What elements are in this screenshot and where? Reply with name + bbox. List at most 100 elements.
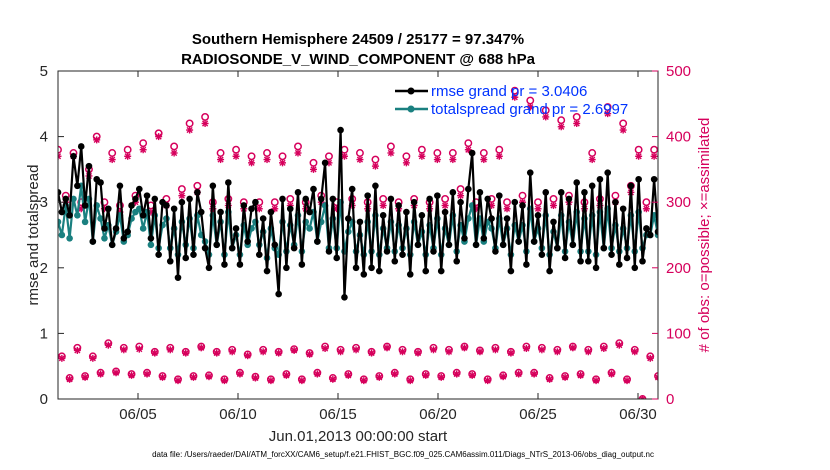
rmse-point [236, 261, 244, 268]
rmse-point [135, 185, 143, 193]
rmse-point [499, 241, 507, 249]
rmse-point [511, 198, 519, 206]
obs-possible-point [650, 145, 658, 154]
obs-assimilated-point [58, 152, 62, 160]
y-axis-left: 0 1 2 3 4 5 [40, 63, 64, 408]
obs-assimilated-point [468, 371, 476, 379]
plot-frame [57, 70, 659, 400]
rmse-point [147, 234, 155, 242]
obs-assimilated-point [604, 110, 612, 118]
rmse-point [209, 182, 217, 190]
obs-assimilated-point [73, 346, 81, 354]
x-tick-label: 06/15 [319, 406, 357, 423]
totalspread-point [81, 218, 89, 226]
rmse-point [372, 182, 379, 190]
obs-assimilated-point [159, 373, 167, 381]
rmse-point [360, 271, 368, 278]
obs-assimilated-point [170, 149, 178, 157]
rmse-point [325, 248, 333, 255]
obs-possible-point [402, 152, 411, 161]
rmse-point [468, 149, 476, 157]
x-tick-label: 06/25 [519, 406, 557, 423]
totalspread-point [306, 225, 313, 232]
rmse-point [538, 251, 546, 258]
y-tick-label: 2 [40, 260, 48, 277]
rmse-point [619, 205, 627, 213]
obs-assimilated-point [309, 165, 317, 173]
obs-assimilated-point [356, 156, 364, 164]
rmse-point [275, 290, 282, 298]
rmse-point [259, 215, 267, 222]
obs-assimilated-point [615, 341, 623, 349]
obs-assimilated-point [383, 344, 391, 352]
obs-assimilated-point [344, 371, 352, 379]
obs-possible-point [386, 142, 395, 151]
rmse-point [182, 254, 190, 262]
series-layer [58, 86, 658, 399]
rmse-point [612, 198, 619, 206]
rmse-point [492, 248, 499, 255]
obs-assimilated-point [201, 119, 209, 127]
legend-rmse-label: rmse grand pr = 3.0406 [431, 83, 587, 100]
obs-possible-point [611, 191, 620, 200]
rmse-point [581, 189, 588, 196]
obs-assimilated-point [600, 344, 608, 352]
obs-assimilated-point [557, 123, 565, 131]
obs-assimilated-point [460, 344, 468, 352]
obs-assimilated-point [174, 377, 182, 385]
rmse-point [495, 192, 503, 199]
rmse-point [89, 238, 97, 245]
x-tick-label: 06/30 [619, 406, 657, 423]
obs-assimilated-point [646, 354, 654, 362]
rmse-point [174, 274, 182, 281]
obs-assimilated-point [279, 159, 287, 167]
obs-assimilated-point [546, 375, 554, 383]
rmse-point [627, 182, 635, 190]
obs-assimilated-point [205, 373, 213, 381]
rmse-point [631, 264, 639, 272]
obs-assimilated-point [108, 156, 116, 164]
rmse-point [143, 192, 151, 199]
obs-assimilated-point [251, 374, 259, 382]
rmse-point [178, 198, 186, 206]
rmse-point [194, 189, 201, 196]
rmse-point [314, 238, 321, 245]
obs-possible-point [216, 149, 225, 157]
obs-assimilated-point [588, 156, 596, 164]
obs-possible-point [448, 149, 457, 157]
rmse-point [240, 202, 248, 209]
totalspread-point [58, 231, 66, 239]
rmse-point [426, 195, 433, 203]
obs-assimilated-point [128, 371, 136, 379]
rmse-point [364, 192, 371, 199]
obs-assimilated-point [480, 156, 488, 164]
rmse-point [74, 182, 81, 190]
obs-assimilated-point [391, 370, 399, 378]
rmse-point [306, 208, 313, 216]
totalspread-point [74, 212, 81, 219]
obs-possible-point [270, 198, 279, 207]
obs-possible-point [232, 145, 241, 154]
obs-assimilated-point [151, 349, 159, 357]
y-tick-label: 5 [40, 63, 48, 80]
rmse-point [383, 248, 391, 255]
rmse-point [480, 234, 488, 242]
rmse-point [286, 205, 294, 213]
obs-possible-point [355, 149, 364, 157]
rmse-point [352, 264, 360, 272]
rmse-point [550, 218, 557, 226]
rmse-point [604, 169, 611, 176]
rmse-point [290, 244, 298, 252]
rmse-point [197, 208, 205, 216]
rmse-point [186, 195, 193, 203]
obs-possible-point [534, 198, 542, 207]
rmse-point [488, 215, 495, 222]
obs-assimilated-point [263, 156, 271, 164]
totalspread-point [101, 234, 108, 242]
rmse-point [108, 241, 116, 249]
obs-assimilated-point [584, 348, 592, 356]
rmse-point [221, 261, 228, 268]
y-right-tick-label: 300 [666, 194, 691, 211]
obs-assimilated-point [449, 156, 457, 164]
rmse-point [445, 241, 453, 249]
